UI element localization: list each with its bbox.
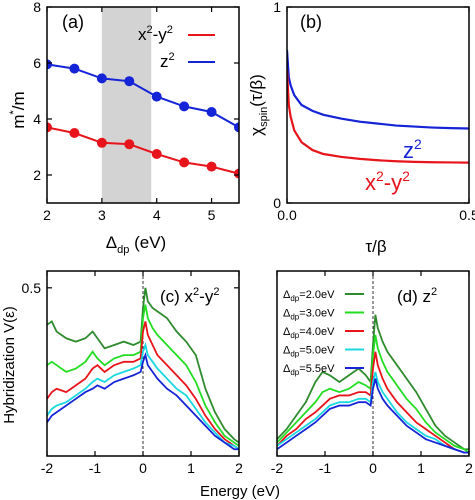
data-point-z2 <box>151 91 162 102</box>
data-point-z2 <box>96 73 107 84</box>
series-line-dp-5-0ev <box>277 371 469 454</box>
x-tick-label: 2 <box>43 207 51 223</box>
legend-entry-dp-4-0ev: Δdp=4.0eV <box>283 326 364 340</box>
panel-d: -2 -1 0 1 2 (d) z2 Δdp=2.0eV Δdp=3.0eV Δdp=4.0… <box>271 270 473 476</box>
panel-a-ylabel: m*/m <box>8 91 28 128</box>
y-tick-label: 6 <box>33 55 41 71</box>
x-tick-label: 0.0 <box>277 207 297 223</box>
panel-c-ylabel: Hybridization V(ε) <box>1 306 18 424</box>
series-line-dp-4-0ev <box>47 321 239 451</box>
y-tick-label: 8 <box>33 0 41 15</box>
legend-label-dp-5-0ev: Δdp=5.0eV <box>283 345 335 359</box>
data-point-x2-y2 <box>234 168 239 179</box>
data-point-z2 <box>69 63 80 74</box>
x-tick-label: 0 <box>369 460 377 476</box>
data-point-z2 <box>47 59 52 70</box>
x-tick-label: -2 <box>41 460 54 476</box>
series-line-dp-3-0ev <box>277 334 469 454</box>
series-line-dp-5-5ev <box>47 351 239 451</box>
data-point-z2 <box>234 122 239 133</box>
legend-label-dp-4-0ev: Δdp=4.0eV <box>283 326 335 340</box>
data-point-z2 <box>206 107 217 117</box>
series-line-dp-5-5ev <box>277 378 469 454</box>
x-tick-label: 1 <box>187 460 195 476</box>
x-tick-label: -2 <box>271 460 284 476</box>
legend-entry-dp-2-0ev: Δdp=2.0eV <box>283 289 364 303</box>
x-tick-label: -1 <box>319 460 332 476</box>
x-tick-label: 0 <box>139 460 147 476</box>
series-line-z2 <box>287 50 469 130</box>
panel-c: -2 -1 0 1 2 0.5 (c) x2-y2 Hybridization V(ε) <box>1 270 243 476</box>
legend-entry-dp-5-5ev: Δdp=5.5eV <box>283 363 364 377</box>
shared-xlabel: Energy (eV) <box>200 483 280 500</box>
legend-entry-z2: z2 <box>160 51 215 71</box>
y-tick-label: 2 <box>33 167 41 183</box>
panel-d-legend: Δdp=2.0eV Δdp=3.0eV Δdp=4.0eV Δdp=5.0eV Δdp=… <box>283 289 364 377</box>
plot-frame <box>286 6 470 204</box>
panel-c-label: (c) x2-y2 <box>160 286 219 306</box>
plot-frame <box>46 6 240 204</box>
legend-entry-dp-5-0ev: Δdp=5.0eV <box>283 345 364 359</box>
legend-label-dp-3-0ev: Δdp=3.0eV <box>283 308 335 322</box>
panel-b-label: (b) <box>300 12 322 32</box>
series-line-dp-2-0ev <box>277 314 469 451</box>
data-point-z2 <box>124 76 135 87</box>
series-line-dp-4-0ev <box>277 351 469 454</box>
series-line-dp-3-0ev <box>47 304 239 447</box>
panel-a-xlabel: Δdp (eV) <box>106 233 166 256</box>
x-tick-label: 4 <box>153 207 161 223</box>
x-tick-label: 3 <box>98 207 106 223</box>
legend-label-x2-y2: x2-y2 <box>138 24 173 44</box>
legend-label-dp-5-5ev: Δdp=5.5eV <box>283 363 335 377</box>
data-point-z2 <box>179 101 190 112</box>
data-point-x2-y2 <box>151 149 162 159</box>
data-point-x2-y2 <box>179 157 190 168</box>
legend-entry-dp-3-0ev: Δdp=3.0eV <box>283 308 364 322</box>
series-label-x2-y2: x2-y2 <box>365 168 410 195</box>
x-tick-label: 1 <box>417 460 425 476</box>
series-label-z2: z2 <box>403 136 422 163</box>
panel-b-ylabel: χspin(τ/β) <box>247 74 270 136</box>
x-tick-label: 2 <box>465 460 473 476</box>
data-point-x2-y2 <box>96 137 107 148</box>
x-tick-label: 5 <box>208 207 216 223</box>
panel-a-label: (a) <box>62 12 84 32</box>
data-point-x2-y2 <box>206 161 217 172</box>
series-line-x2-y2 <box>287 69 469 164</box>
panel-b: 0.0 0.5 0 1 (b) χspin(τ/β) τ/β z2 x2-y2 <box>247 0 475 256</box>
y-tick-label: 0.5 <box>22 280 42 296</box>
shaded-region <box>101 7 152 203</box>
y-tick-label: 1 <box>273 0 281 15</box>
panel-a-legend: x2-y2 z2 <box>138 24 215 71</box>
x-tick-label: -1 <box>89 460 102 476</box>
y-tick-label: 4 <box>33 111 41 127</box>
x-tick-label: 0.5 <box>459 207 475 223</box>
panel-b-xlabel: τ/β <box>365 237 386 256</box>
legend-entry-x2-y2: x2-y2 <box>138 24 215 44</box>
data-point-x2-y2 <box>47 122 52 133</box>
legend-label-z2: z2 <box>160 51 175 71</box>
series-line-dp-2-0ev <box>47 287 239 444</box>
data-point-x2-y2 <box>69 128 80 138</box>
y-tick-label: 0 <box>273 195 281 211</box>
x-tick-label: 2 <box>235 460 243 476</box>
legend-label-dp-2-0ev: Δdp=2.0eV <box>283 289 335 303</box>
panel-a: 2 3 4 5 2 4 6 8 (a) m*/m Δdp (eV) x2-y2 z2 <box>8 0 240 256</box>
series-line-dp-5-0ev <box>47 341 239 451</box>
panel-d-label: (d) z2 <box>397 286 437 306</box>
data-point-x2-y2 <box>124 139 135 150</box>
